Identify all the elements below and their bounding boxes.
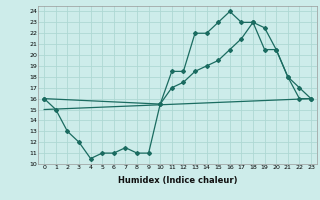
X-axis label: Humidex (Indice chaleur): Humidex (Indice chaleur) [118, 176, 237, 185]
